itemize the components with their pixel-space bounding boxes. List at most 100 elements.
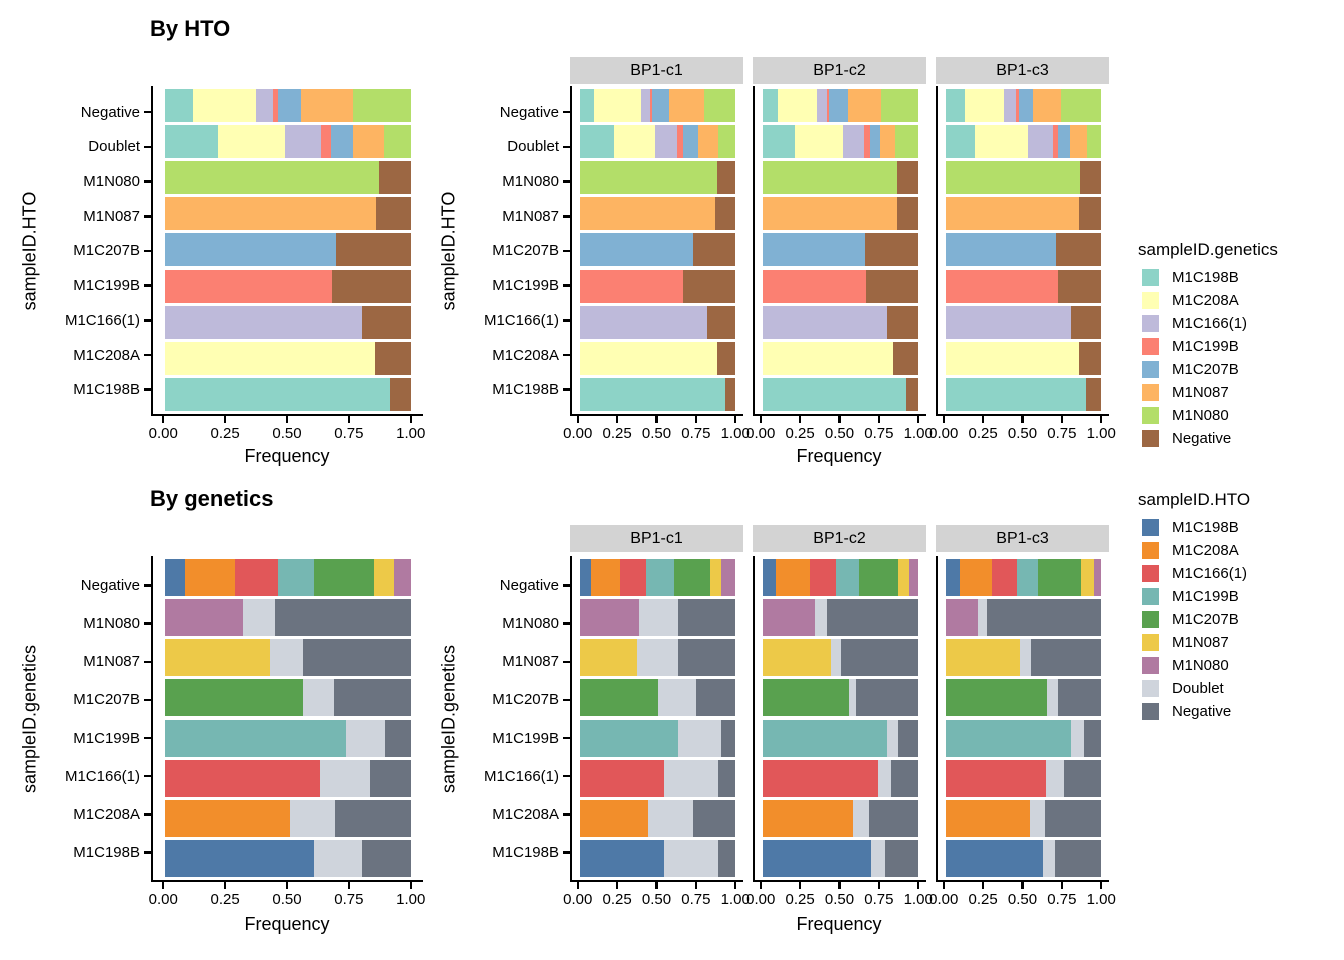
x-axis-tick-mark	[733, 416, 737, 423]
x-axis-tick-mark	[576, 416, 580, 423]
bar-segment	[1030, 639, 1102, 677]
x-axis-tick-mark	[655, 882, 658, 889]
legend-item-label: M1C207B	[1172, 611, 1239, 628]
bar-segment	[1057, 269, 1102, 303]
bar-segment	[272, 89, 278, 123]
legend-item-label: M1N080	[1172, 407, 1229, 424]
y-axis-tick-label: Negative	[499, 577, 559, 595]
x-axis-tick-label: 1.00	[720, 425, 750, 442]
y-axis-labels: Negative Doublet M1N080 M1N087 M1C207B M1C199…	[452, 86, 570, 416]
bar-rows	[755, 86, 926, 414]
bar-segment	[693, 233, 736, 267]
y-axis-tick-label: M1C199B	[73, 729, 140, 747]
x-axis-tick-label: 0.75	[681, 425, 711, 442]
bar-segment	[165, 269, 333, 303]
x-axis-tick-mark	[694, 416, 698, 423]
bar-segment	[301, 89, 354, 123]
bar-segment	[165, 679, 304, 717]
legend-item-label: M1C166(1)	[1172, 315, 1248, 332]
bar-segment	[795, 125, 844, 159]
bar-segment	[370, 759, 411, 797]
x-axis-tick-mark	[877, 882, 881, 889]
bar-segment	[847, 89, 882, 123]
legend-item-label: M1N087	[1172, 384, 1229, 401]
bar-segment	[579, 839, 664, 877]
y-axis-label-row: M1C208A	[452, 347, 570, 364]
bar-segment	[717, 125, 736, 159]
bar-row	[165, 719, 411, 757]
bar-row	[579, 341, 736, 375]
y-axis-tick-label: M1C198B	[492, 381, 559, 399]
legend-item-label: M1C208A	[1172, 292, 1239, 309]
bar-segment	[1004, 89, 1017, 123]
y-axis-label-row: M1N087	[452, 208, 570, 225]
legend-item-label: M1C198B	[1172, 269, 1239, 286]
legend-item: Negative	[1142, 427, 1247, 450]
legend-item: M1C208A	[1142, 289, 1247, 312]
legend-item-label: M1C166(1)	[1172, 565, 1248, 582]
bar-segment	[361, 839, 411, 877]
legend-swatch	[1142, 611, 1159, 628]
x-axis-tick-label: 1.00	[903, 425, 933, 442]
x-axis-tick-label: 0.50	[641, 425, 672, 442]
y-axis-tick-mark	[144, 813, 151, 816]
bar-segment	[886, 305, 919, 339]
bar-segment	[856, 679, 919, 717]
y-axis-tick-label: M1C207B	[73, 691, 140, 709]
y-axis-tick-mark	[563, 736, 570, 740]
facet-strip: BP1-c1	[570, 525, 743, 552]
x-axis-tick-mark	[223, 416, 227, 423]
x-axis-tick-label: 0.25	[785, 425, 815, 442]
bar-rows	[572, 86, 743, 414]
y-axis-labels: Negative Doublet M1N080 M1N087 M1C207B M1C199…	[33, 86, 151, 416]
y-axis-tick-label: M1C198B	[492, 843, 559, 861]
bar-segment	[668, 89, 705, 123]
bar-segment	[165, 305, 362, 339]
bar-segment	[641, 89, 650, 123]
bar-segment	[384, 125, 411, 159]
bar-row	[579, 679, 736, 717]
x-axis-tick-label: 0.75	[681, 891, 711, 908]
bar-row	[165, 559, 411, 597]
y-axis-label-row: M1C166(1)	[452, 312, 570, 329]
bar-row	[579, 269, 736, 303]
bar-segment	[1029, 799, 1045, 837]
x-axis-tick-label: 0.00	[563, 425, 593, 442]
y-axis-tick-mark	[144, 110, 151, 114]
bar-row	[762, 161, 919, 195]
bar-segment	[165, 839, 315, 877]
bar-row	[762, 197, 919, 231]
x-axis-tick-label: 0.50	[824, 891, 855, 908]
bar-row	[762, 599, 919, 637]
bar-segment	[945, 719, 1072, 757]
bar-segment	[762, 197, 897, 231]
bar-row	[165, 799, 411, 837]
bar-segment	[762, 679, 849, 717]
y-axis-tick-label: M1C198B	[73, 381, 140, 399]
bar-segment	[843, 125, 864, 159]
legend-item: M1C207B	[1142, 358, 1247, 381]
bar-segment	[373, 559, 394, 597]
bar-rows	[755, 556, 926, 880]
bar-segment	[256, 89, 273, 123]
x-axis-tick-label: 1.00	[1086, 891, 1116, 908]
bar-row	[165, 125, 411, 159]
bar-row	[945, 89, 1102, 123]
bar-segment	[361, 305, 411, 339]
facet-strip: BP1-c2	[753, 525, 926, 552]
bar-segment	[645, 559, 674, 597]
bar-row	[579, 125, 736, 159]
y-axis-label-row: M1C207B	[442, 691, 570, 708]
bar-segment	[353, 89, 411, 123]
bar-segment	[870, 839, 886, 877]
y-axis-label-row: Doublet	[452, 138, 570, 155]
x-axis-tick-mark	[409, 416, 412, 423]
bar-segment	[762, 719, 887, 757]
x-axis-tick-label: 0.50	[272, 425, 302, 442]
bar-segment	[762, 125, 796, 159]
legend-item-label: Negative	[1172, 703, 1232, 720]
bar-rows	[938, 556, 1109, 880]
bar-segment	[879, 125, 896, 159]
bar-segment	[335, 233, 411, 267]
bar-segment	[579, 341, 717, 375]
